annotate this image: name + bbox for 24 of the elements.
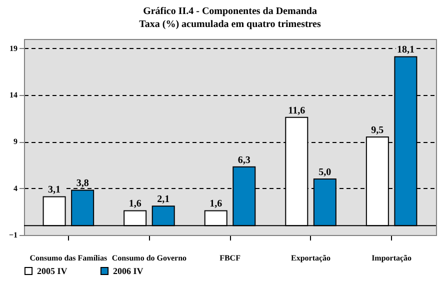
legend-label: 2006 IV <box>113 266 144 276</box>
y-tick-label: −1 <box>8 230 18 240</box>
y-tick-label: 19 <box>10 44 18 53</box>
data-label: 18,1 <box>396 44 414 56</box>
x-tick-label: Consumo das Famílias <box>30 254 108 262</box>
data-label: 6,3 <box>238 154 250 166</box>
chart-title: Gráfico II.4 - Componentes da Demanda <box>143 6 317 17</box>
data-label: 11,6 <box>288 105 306 116</box>
data-label: 5,0 <box>318 167 332 178</box>
y-tick-label: 14 <box>10 90 18 100</box>
legend-label: 2005 IV <box>37 266 68 276</box>
chart-subtitle: Taxa (%) acumulada em quatro trimestres <box>139 19 321 30</box>
x-tick-label: Importação <box>372 254 412 262</box>
data-label: 9,5 <box>371 125 384 136</box>
x-tick-label: Consumo do Governo <box>112 254 187 262</box>
data-label: 2,1 <box>157 194 170 206</box>
x-tick-label: Exportação <box>291 254 331 262</box>
y-tick-label: 9 <box>14 137 18 146</box>
y-tick-label: 4 <box>14 184 18 193</box>
data-label: 1,6 <box>128 198 142 210</box>
data-label: 3,1 <box>48 184 61 196</box>
data-label: 1,6 <box>210 198 222 210</box>
x-tick-label: FBCF <box>220 254 241 262</box>
data-label: 3,8 <box>76 178 89 190</box>
